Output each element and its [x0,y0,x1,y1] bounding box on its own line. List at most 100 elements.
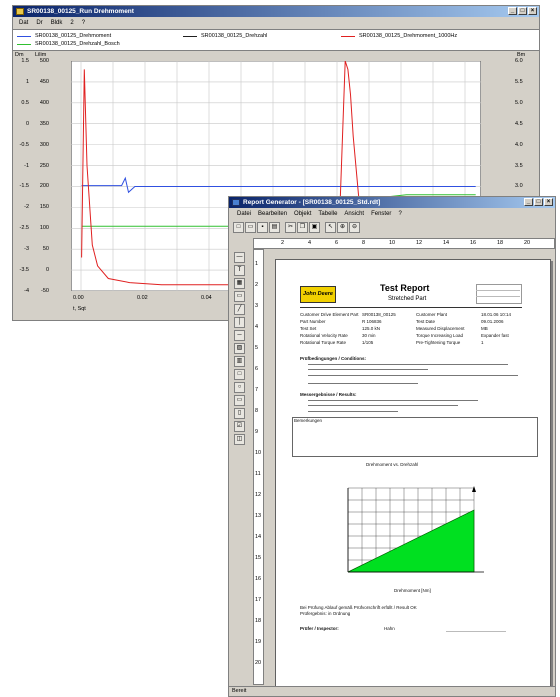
results-heading: Messergebnisse / Results: [300,392,357,397]
menu-fenster[interactable]: Fenster [371,211,392,217]
ruler-number: 12 [255,492,262,498]
diagonal-tool-icon[interactable]: ╱ [234,304,245,315]
barcode-tool-icon[interactable]: ▯ [234,408,245,419]
line-tool-icon[interactable]: — [234,252,245,263]
app-icon [16,8,24,15]
open-icon[interactable]: ▭ [245,221,256,233]
print-icon[interactable]: ▤ [269,221,280,233]
image-tool-icon[interactable]: ▨ [234,343,245,354]
table-tool-icon[interactable]: ▦ [234,278,245,289]
axis-unit-label: Lilim [35,52,47,58]
conditions-heading: Prüfbedingungen / Conditions: [300,356,366,361]
minimize-button[interactable]: _ [524,198,533,206]
menu-datei[interactable]: Datei [237,211,252,217]
maximize-button[interactable]: □ [518,7,527,15]
zoom-in-icon[interactable]: ⊕ [337,221,348,233]
report-menubar: Datei Bearbeiten Objekt Tabelle Ansicht … [229,209,555,219]
chart-tool-icon[interactable]: ▥ [234,356,245,367]
ruler-number: 10 [255,450,262,456]
ruler-number: 8 [362,240,366,246]
save-icon[interactable]: ▪ [257,221,268,233]
vertical-ruler [253,249,264,685]
chart-window-titlebar[interactable]: SR00138_00125_Run Drehmoment _ □ × [13,6,539,17]
report-subtitle: Stretched Part [388,296,427,302]
legend-item: SR00138_00125_Drehmoment [17,33,111,39]
new-icon[interactable]: □ [233,221,244,233]
chart-window-menubar: Dat Dr Bldk 2 ? [13,18,539,28]
report-footer-line1: Bei Prüfung Ablauf gemäß Prüfvorschrift … [300,605,417,610]
report-field: Test Date [416,319,436,324]
maximize-button[interactable]: □ [534,198,543,206]
ruler-number: 16 [470,240,477,246]
ellipse-tool-icon[interactable]: ○ [234,382,245,393]
ruler-number: 7 [255,387,259,393]
report-field: Rotational Torque Rate [300,340,346,345]
ruler-number: 10 [389,240,396,246]
text-tool-icon[interactable]: T [234,265,245,276]
legend-label: SR00138_00125_Drehmoment [35,33,112,39]
paste-icon[interactable]: ▣ [309,221,320,233]
copy-icon[interactable]: ❐ [297,221,308,233]
report-field: Customer Drive Element Part [300,312,359,317]
ruler-number: 20 [524,240,531,246]
pointer-icon[interactable]: ↖ [325,221,336,233]
hline-tool-icon[interactable]: ─ [234,330,245,341]
y-tick-label: -1.5 [19,183,29,190]
ruler-number: 18 [255,618,262,624]
report-page[interactable]: John Deere Test Report Stretched Part Cu… [275,259,551,691]
menu-ansicht[interactable]: Ansicht [344,211,365,217]
minimize-button[interactable]: _ [508,7,517,15]
report-field: 125.0 kN [362,326,381,331]
y-tick-label: -50 [41,288,49,294]
close-button[interactable]: × [528,7,537,15]
menu-objekt[interactable]: Objekt [294,211,312,217]
menu-tabelle[interactable]: Tabelle [318,211,338,217]
legend-label: SR00138_00125_Drehzahl [201,33,268,39]
menu-item[interactable]: 2 [70,20,74,26]
ruler-number: 2 [281,240,285,246]
y-tick-label: 400 [39,99,49,106]
report-field: Torque Increasing Load [416,333,464,338]
x-axis-unit: t, Sqt [73,306,86,312]
remarks-box[interactable] [292,417,538,457]
box-tool-icon[interactable]: □ [234,369,245,380]
remarks-label: Bemerkungen [294,418,323,423]
frame-tool-icon[interactable]: ▭ [234,291,245,302]
y-tick-label: 0 [25,120,29,127]
ruler-number: 6 [255,366,259,372]
picture-tool-icon[interactable]: ◫ [234,434,245,445]
report-field: R 106836 [362,319,382,324]
y-right-tick-label: 6.0 [515,58,523,64]
menu-item[interactable]: Bldk [50,20,63,26]
ruler-number: 20 [255,660,262,666]
chart-legend: SR00138_00125_Drehmoment SR00138_00125_D… [13,29,539,51]
y-tick-label: -4 [24,288,29,294]
check-tool-icon[interactable]: ☑ [234,421,245,432]
x-tick-label: 0.00 [73,295,84,301]
menu-item[interactable]: ? [81,20,86,26]
report-toolbar: □ ▭ ▪ ▤ ✂ ❐ ▣ ↖ ⊕ ⊖ [233,220,360,234]
menu-help[interactable]: ? [398,211,402,217]
y-right-tick-label: 4.0 [515,141,523,148]
y-tick-label: -3 [24,246,29,253]
report-window-titlebar[interactable]: Report Generator - [SR00138_00125_Std.rd… [229,197,555,208]
report-field: 18.01.06 10:14 [481,312,512,317]
horizontal-ruler [253,238,555,249]
zoom-out-icon[interactable]: ⊖ [349,221,360,233]
vline-tool-icon[interactable]: │ [234,317,245,328]
ruler-number: 18 [497,240,504,246]
y-tick-label: 450 [39,78,49,85]
ruler-number: 15 [255,555,262,561]
legend-swatch [183,35,197,37]
menu-item[interactable]: Dr [36,20,43,26]
legend-label: SR00138_00125_Drehzahl_Bosch [35,41,120,47]
legend-item: SR00138_00125_Drehzahl [183,33,267,39]
menu-bearbeiten[interactable]: Bearbeiten [258,211,288,217]
cut-icon[interactable]: ✂ [285,221,296,233]
menu-item[interactable]: Dat [19,20,29,26]
ruler-number: 3 [255,303,259,309]
y-tick-label: 250 [39,162,49,169]
ruler-number: 17 [255,597,262,603]
field-tool-icon[interactable]: ▭ [234,395,245,406]
close-button[interactable]: × [544,198,553,206]
